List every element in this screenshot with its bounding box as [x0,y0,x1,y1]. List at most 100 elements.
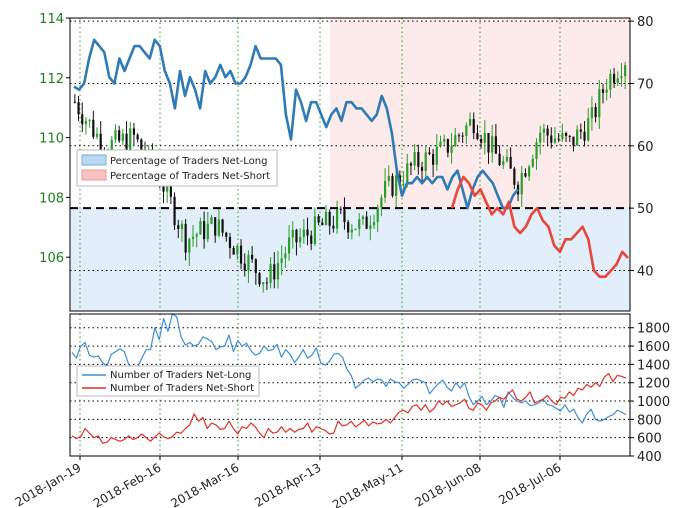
candle-body [335,208,339,229]
candle-body [420,167,424,171]
candle-body [557,138,560,140]
candle-body [328,211,331,226]
candle-body [550,135,553,143]
left-tick-label: 114 [39,12,64,27]
candle-body [424,152,427,171]
candle-body [520,173,523,195]
candle-body [395,175,398,196]
candle-body [280,258,283,264]
candle-body [84,120,88,125]
candle-body [332,225,335,229]
candle-body [587,118,590,141]
candle-body [483,133,486,143]
right-tick-label: 40 [637,264,654,279]
candle-body [616,78,619,83]
candle-body [601,89,605,93]
candle-body [184,223,187,253]
bottom-tick-label: 800 [637,413,662,428]
candle-body [99,133,102,154]
candle-body [284,253,287,259]
candle-body [206,223,209,240]
candle-body [199,221,202,235]
count-net-long-line [71,314,627,424]
candle-body [539,132,542,143]
x-tick-label: 2018-Mar-16 [168,460,241,508]
candle-body [273,264,276,280]
candle-body [92,119,95,137]
x-tick-label: 2018-Jun-08 [413,460,484,508]
candle-body [609,73,612,90]
bottom-grid [70,314,630,457]
candle-body [528,166,531,177]
legend-label-count-short: Number of Traders Net-Short [110,383,254,394]
candle-body [313,216,317,244]
left-tick-label: 112 [39,72,64,87]
legend-label-net-short: Percentage of Traders Net-Short [110,171,270,182]
candle-body [118,130,121,141]
candle-body [494,136,497,154]
candle-body [513,168,516,185]
candle-body [432,154,435,165]
x-tick-label: 2018-Feb-16 [91,460,164,508]
candle-body [535,142,538,159]
top-panel: 106 108 110 112 114 40 50 60 70 80 [39,12,654,312]
right-tick-label: 70 [637,77,654,92]
candle-body [265,282,268,284]
candle-body [443,139,446,142]
candle-body [228,236,232,248]
candle-body [324,211,328,226]
net-long-shading [70,208,630,311]
net-long-pct-line [73,38,520,210]
candle-body [590,107,594,119]
candle-body [114,130,117,140]
candle-body [354,228,357,230]
right-tick-label: 60 [637,140,654,155]
candle-body [317,216,320,223]
candle-body [498,153,501,166]
candle-body [624,65,627,77]
candle-body [406,163,409,184]
bottom-tick-label: 1000 [637,395,670,410]
bottom-tick-label: 1800 [637,322,670,337]
bottom-tick-label: 1200 [637,377,670,392]
candle-body [369,225,372,229]
top-legend: Percentage of Traders Net-Long Percentag… [76,149,278,187]
top-panel-border [69,17,631,312]
candle-body [391,176,394,196]
left-tick-label: 110 [39,132,64,147]
candle-body [487,133,490,153]
legend-swatch-net-short [81,169,107,181]
candle-body [258,272,261,285]
candle-body [214,217,217,236]
candle-body [476,133,479,139]
candle-body [262,282,265,285]
bottom-panel: 400 600 800 1000 1200 1400 1600 1800 [69,313,670,465]
count-net-short-line [71,372,627,444]
candle-body [502,160,505,166]
candle-body [542,128,545,133]
right-tick-label: 80 [637,15,654,30]
candle-body [480,138,483,143]
candle-body [579,129,582,132]
candle-body [343,209,346,223]
candle-body [546,128,549,136]
candle-body [358,219,361,229]
x-tick-label: 2018-Jan-19 [13,460,84,508]
candle-body [472,119,475,134]
candle-body [177,225,180,229]
candle-body [387,176,390,181]
candle-body [564,133,568,136]
candle-body [276,263,280,280]
candle-body [77,101,80,115]
legend-swatch-net-long [81,154,107,166]
x-axis-ticks: 2018-Jan-19 2018-Feb-16 2018-Mar-16 2018-Ap… [13,456,564,508]
candle-body [365,216,368,229]
candle-body [376,207,379,223]
bottom-tick-label: 600 [637,432,662,447]
candle-body [88,119,91,121]
candle-body [299,237,302,243]
net-long-area [70,208,630,311]
legend-label-net-long: Percentage of Traders Net-Long [110,156,268,167]
candle-body [450,146,453,153]
candle-body [136,134,139,140]
